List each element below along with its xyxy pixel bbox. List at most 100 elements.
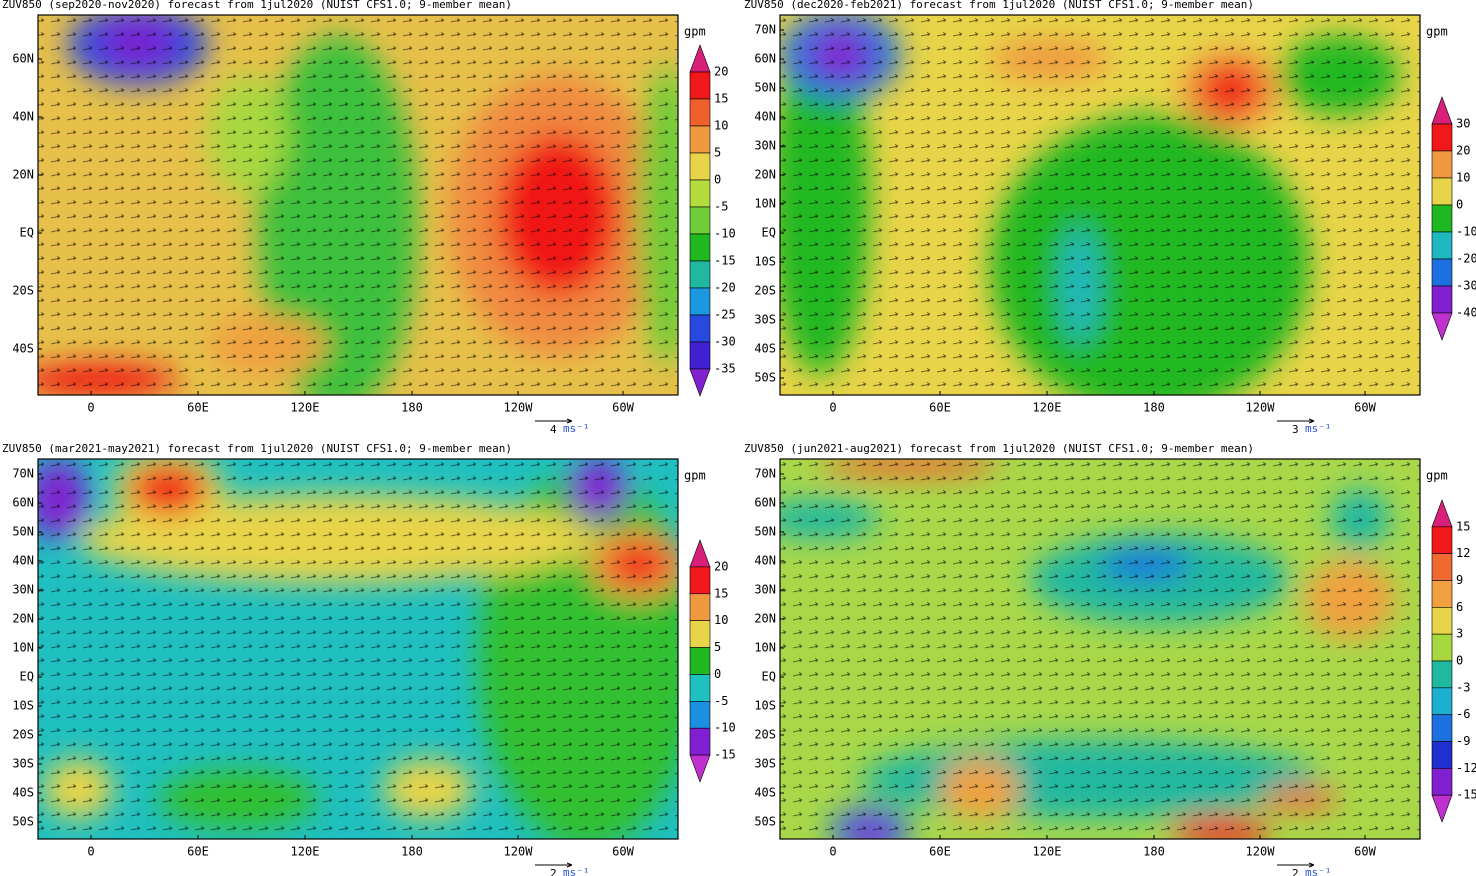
colorbar-label: 10 [714,119,728,133]
wind-vectors [38,15,678,395]
vector-ref-unit: ms⁻¹ [563,422,590,435]
colorbar-label: 12 [1456,546,1470,560]
lat-label: 60N [12,496,34,510]
colorbar-box [689,260,711,289]
map-frame [779,14,1421,396]
colorbar-label: 20 [1456,144,1470,158]
colorbar-label: -15 [714,748,736,762]
colorbar-label: 15 [714,586,728,600]
lon-label: 60E [187,845,209,859]
colorbar-box [689,179,711,208]
lat-label: EQ [762,226,776,240]
lon-label: 180 [1143,401,1165,415]
colorbar-label: 3 [1456,627,1463,641]
colorbar-box [1431,660,1453,689]
lon-label: 60W [612,401,634,415]
lat-label: 20S [12,284,34,298]
colorbar-box [1431,741,1453,769]
lon-label: 180 [401,401,423,415]
lat-label: 20S [12,728,34,742]
lat-label: 40N [754,110,776,124]
lat-label: 40N [12,554,34,568]
colorbar-box [689,674,711,702]
colorbar-box [1431,258,1453,287]
colorbar-label: 0 [714,173,721,187]
lat-label: 60N [754,52,776,66]
colorbar-box [689,125,711,154]
colorbar-label: 10 [714,613,728,627]
colorbar-label: 0 [1456,654,1463,668]
lat-label: 40N [754,554,776,568]
colorbar-box [1431,607,1453,635]
panel-title: ZUV850 (sep2020-nov2020) forecast from 1… [2,0,512,11]
lon-label: 180 [1143,845,1165,859]
map-field [780,459,1420,839]
colorbar-label: 20 [714,559,728,573]
colorbar-box [1431,553,1453,581]
lon-label: 120E [291,845,320,859]
lat-label: 50N [754,81,776,95]
lat-label: 30N [754,583,776,597]
colorbar-triangle [1431,96,1453,125]
lon-label: 60W [1354,845,1376,859]
lat-label: 20S [754,284,776,298]
colorbar-unit: gpm [1426,25,1448,39]
colorbar-label: -6 [1456,707,1470,721]
panel-title: ZUV850 (jun2021-aug2021) forecast from 1… [744,442,1254,455]
colorbar-label: 0 [714,667,721,681]
map-frame [37,458,679,840]
vector-ref-value: 2 [550,867,557,876]
colorbar-label: -30 [714,335,736,349]
lat-label: 50S [754,371,776,385]
colorbar-label: -3 [1456,680,1470,694]
colorbar-label: 9 [1456,573,1463,587]
colorbar-box [689,727,711,756]
panel: ZUV850 (jun2021-aug2021) forecast from 1… [744,442,1476,876]
lon-label: 120W [504,845,534,859]
colorbar-unit: gpm [684,25,706,39]
lon-label: 180 [401,845,423,859]
lon-label: 60E [929,845,951,859]
lon-label: 120W [1246,401,1276,415]
lat-label: 40S [12,342,34,356]
wind-vectors [780,15,1420,395]
colorbar-label: -30 [1456,279,1476,293]
colorbar-label: -20 [1456,252,1476,266]
lat-label: 30N [12,583,34,597]
colorbar-box [1431,123,1453,152]
colorbar-unit: gpm [684,469,706,483]
vector-ref-arrow [535,418,573,424]
colorbar-box [689,152,711,181]
lat-label: 30N [754,139,776,153]
lat-label: 30S [12,757,34,771]
colorbar-label: 15 [1456,519,1470,533]
map-field [38,459,678,839]
lat-label: 20N [12,168,34,182]
lon-label: 60E [929,401,951,415]
map-field [780,15,1420,395]
panel-title: ZUV850 (dec2020-feb2021) forecast from 1… [744,0,1254,11]
colorbar-unit: gpm [1426,469,1448,483]
lat-label: 10N [754,641,776,655]
panel: ZUV850 (mar2021-may2021) forecast from 1… [2,442,736,876]
colorbar-box [1431,768,1453,796]
colorbar-triangle [1431,312,1453,341]
colorbar-box [689,71,711,100]
vector-ref-value: 2 [1292,867,1299,876]
colorbar-triangle [689,44,711,73]
colorbar-triangle [1431,794,1453,823]
lon-label: 120E [291,401,320,415]
colorbar-label: 10 [1456,171,1470,185]
lon-label: 60W [612,845,634,859]
lat-label: 40N [12,110,34,124]
colorbar-box [1431,285,1453,314]
colorbar-box [689,701,711,729]
lat-label: 40S [754,342,776,356]
lat-label: 10S [754,699,776,713]
colorbar-label: -5 [714,200,728,214]
panel: ZUV850 (sep2020-nov2020) forecast from 1… [2,0,736,436]
colorbar-box [689,620,711,648]
colorbar-box [1431,150,1453,179]
lon-label: 0 [87,401,94,415]
